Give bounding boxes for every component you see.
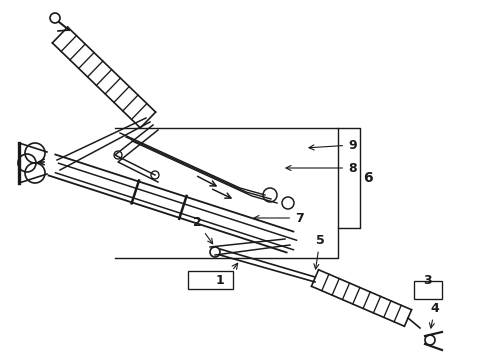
Text: 7: 7	[254, 212, 304, 225]
Text: 5: 5	[314, 234, 324, 269]
Text: 2: 2	[193, 216, 213, 244]
Text: 9: 9	[309, 139, 357, 152]
Text: 1: 1	[216, 274, 224, 287]
Text: 6: 6	[363, 171, 372, 185]
Text: 4: 4	[429, 302, 440, 328]
Text: 8: 8	[286, 162, 357, 175]
Bar	[414, 281, 442, 299]
Text: 3: 3	[424, 274, 432, 287]
Bar	[188, 271, 232, 289]
